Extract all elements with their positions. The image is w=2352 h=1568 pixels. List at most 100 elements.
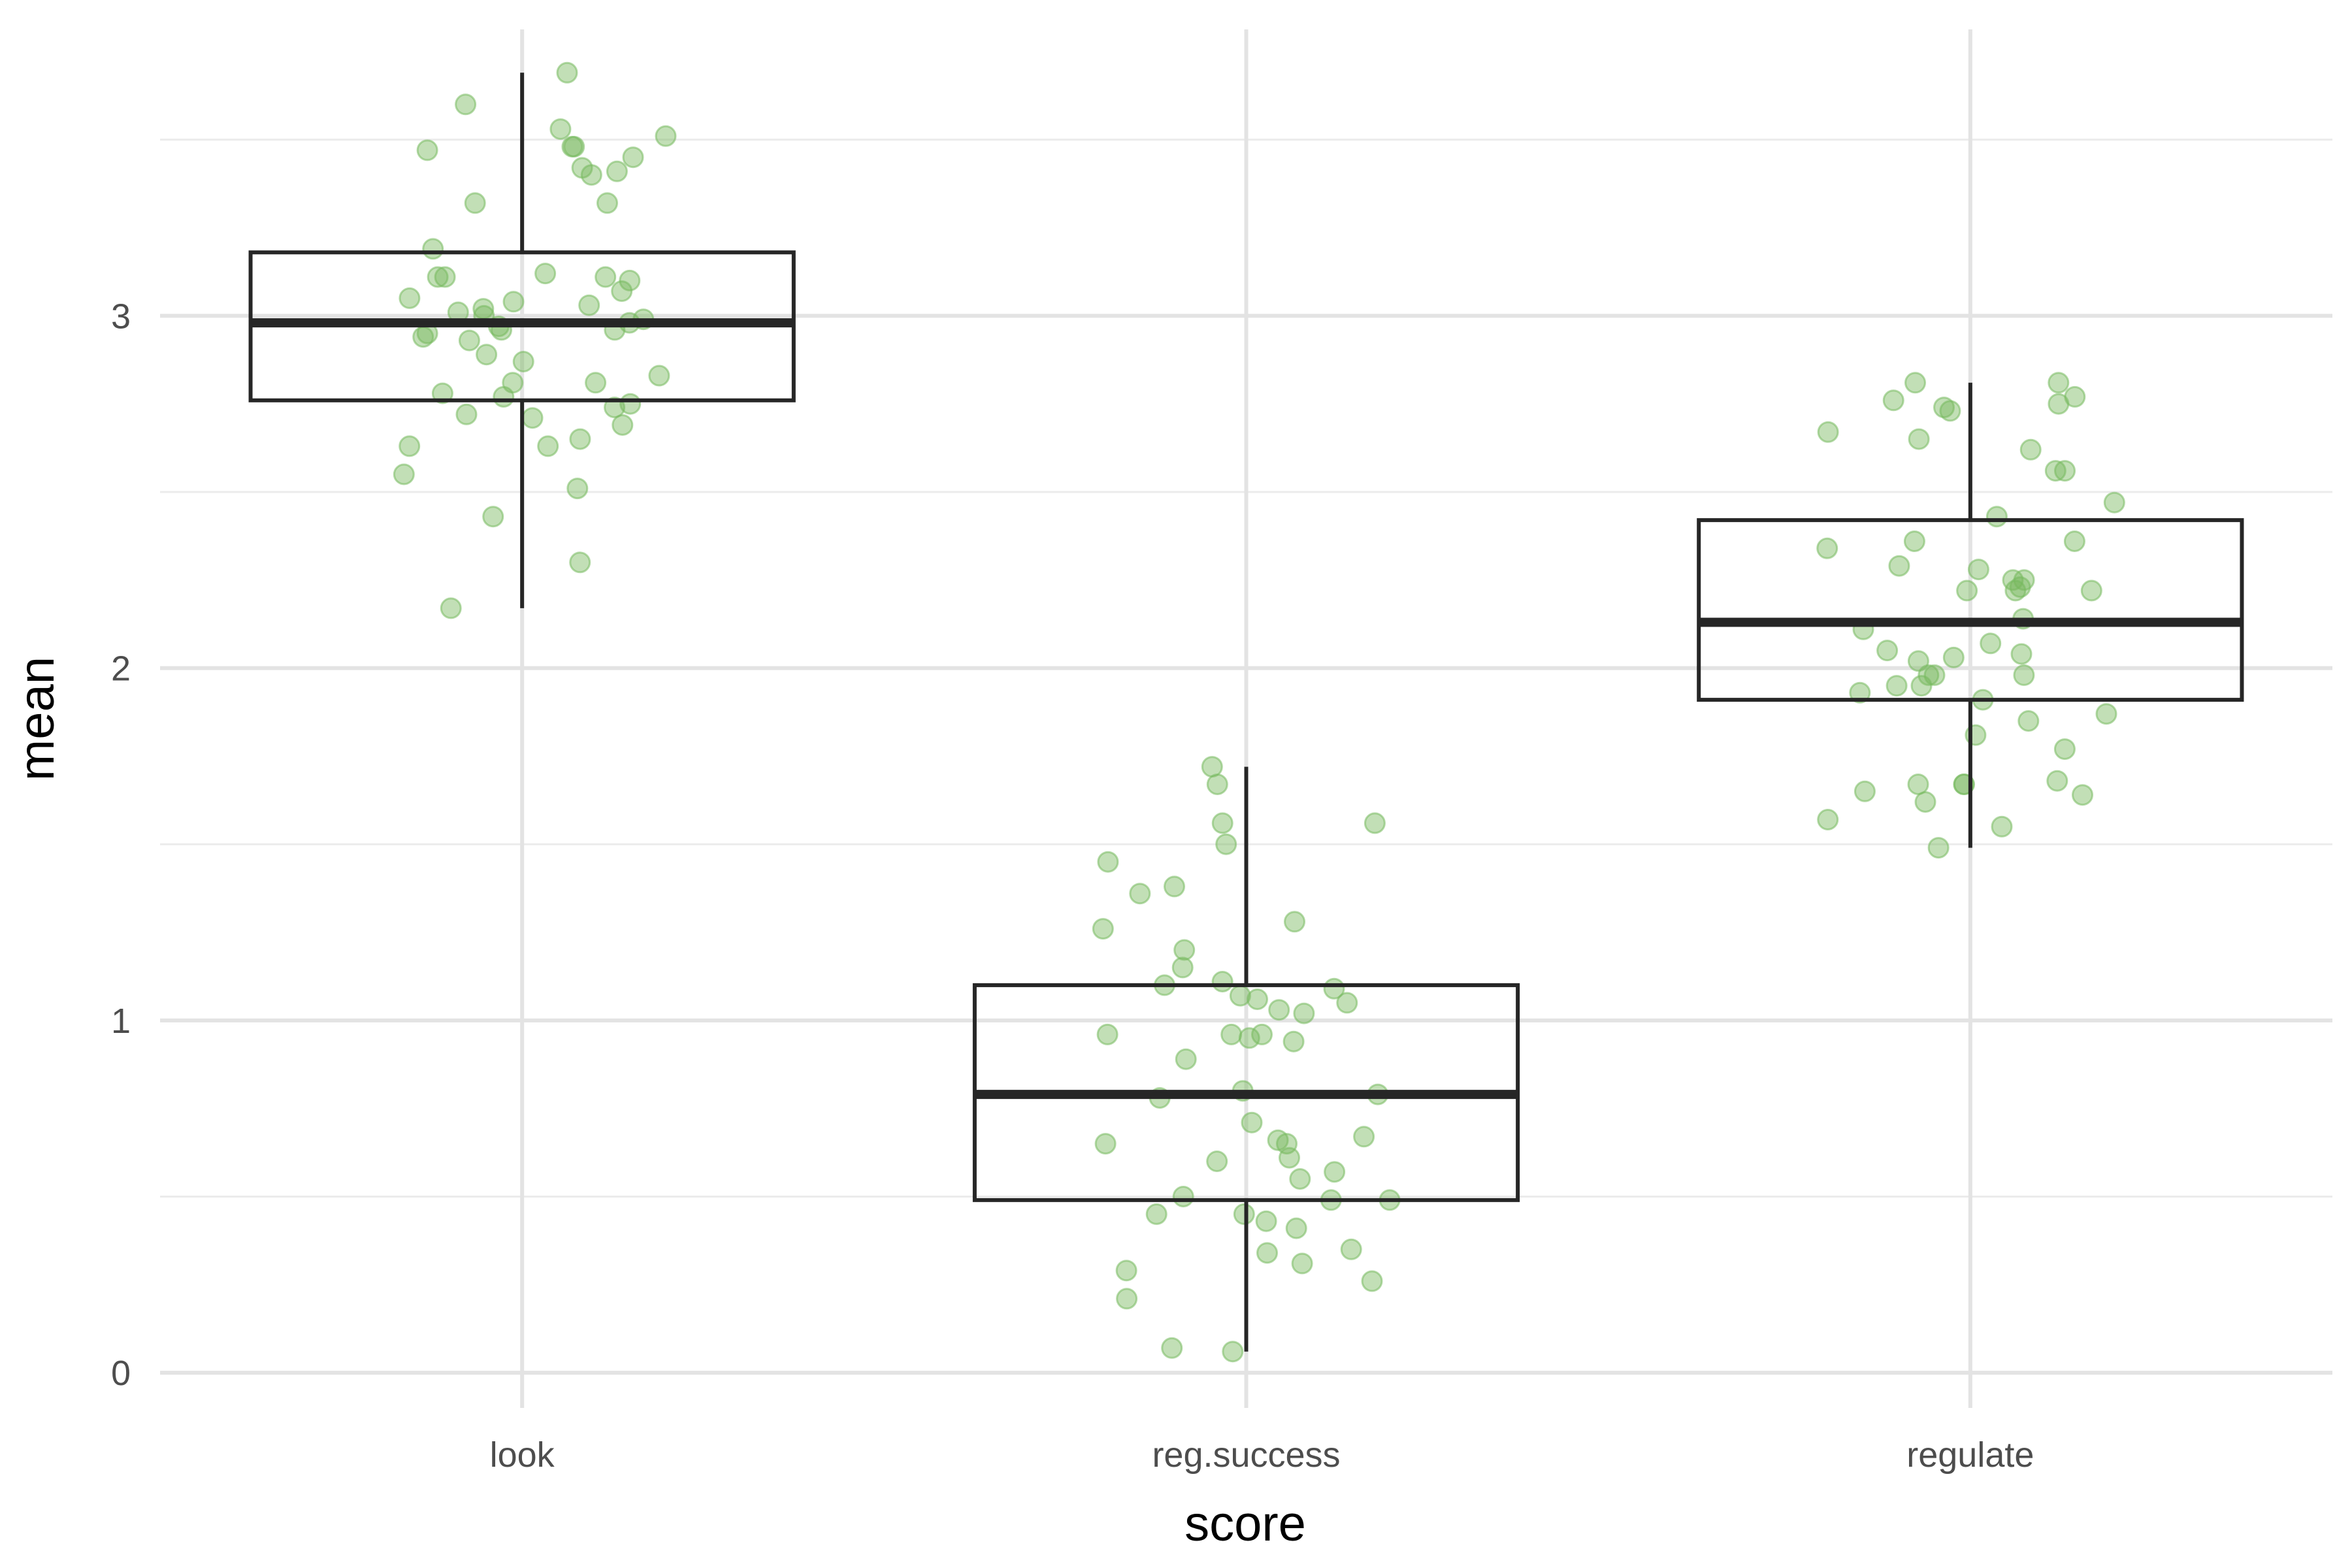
- data-point: [1222, 1341, 1244, 1363]
- data-point: [1340, 1238, 1362, 1260]
- data-point: [458, 329, 480, 351]
- data-point: [1816, 537, 1838, 559]
- data-point: [1956, 580, 1978, 602]
- data-point: [1336, 992, 1358, 1014]
- data-point: [455, 93, 477, 116]
- data-point: [1255, 1210, 1277, 1232]
- data-point: [1206, 1151, 1228, 1172]
- data-point: [534, 263, 557, 285]
- data-point: [1247, 988, 1268, 1010]
- x-axis-title: score: [1184, 1496, 1306, 1552]
- data-point: [1206, 774, 1228, 795]
- data-point: [2019, 438, 2042, 461]
- data-point: [2103, 491, 2125, 514]
- data-point: [2013, 664, 2035, 686]
- data-point: [1279, 1147, 1300, 1169]
- data-point: [1817, 421, 1839, 443]
- data-point: [1175, 1048, 1197, 1070]
- box-body: [1697, 518, 2244, 702]
- data-point: [1220, 1023, 1243, 1045]
- data-point: [1980, 632, 2002, 655]
- data-point: [622, 146, 644, 169]
- data-point: [1268, 999, 1290, 1021]
- data-point: [476, 344, 498, 366]
- data-point: [1908, 428, 1930, 450]
- data-point: [1241, 1111, 1263, 1134]
- data-point: [1284, 911, 1305, 933]
- data-point: [1233, 1203, 1255, 1225]
- data-point: [440, 597, 462, 619]
- data-point: [580, 164, 602, 186]
- data-point: [1364, 812, 1386, 834]
- data-point: [611, 280, 633, 302]
- box-regulate: [1697, 382, 2244, 848]
- data-point: [502, 291, 525, 313]
- data-point: [1094, 1133, 1117, 1155]
- data-point: [556, 61, 578, 84]
- data-point: [1293, 1002, 1315, 1024]
- data-point: [2080, 580, 2102, 602]
- data-point: [1238, 1027, 1260, 1049]
- box-layer: [248, 73, 2244, 1352]
- box-look: [248, 73, 796, 608]
- data-point: [2044, 460, 2066, 482]
- data-point: [1886, 675, 1908, 697]
- data-point: [455, 403, 478, 425]
- data-point: [648, 365, 670, 387]
- data-point: [612, 414, 634, 436]
- data-point: [2048, 393, 2070, 415]
- data-point: [1092, 918, 1114, 940]
- data-point: [1173, 939, 1196, 961]
- data-point: [1289, 1168, 1311, 1190]
- data-point: [399, 435, 421, 457]
- data-point: [1171, 956, 1194, 979]
- data-point: [2048, 372, 2070, 394]
- data-point: [2004, 580, 2027, 602]
- data-point: [604, 397, 626, 419]
- data-point: [595, 266, 617, 288]
- data-point: [585, 372, 607, 394]
- data-point: [2017, 710, 2040, 732]
- data-point: [1251, 1023, 1273, 1045]
- data-point: [1903, 531, 1925, 552]
- data-point: [1904, 372, 1926, 394]
- data-point: [1914, 791, 1936, 813]
- data-point: [1211, 971, 1233, 992]
- data-point: [399, 287, 421, 309]
- data-point: [1361, 1270, 1383, 1292]
- y-axis-title: mean: [9, 657, 65, 781]
- data-point: [1215, 833, 1237, 855]
- data-point: [1353, 1126, 1375, 1148]
- y-tick-label: 1: [111, 1002, 131, 1041]
- data-point: [1907, 774, 1929, 795]
- data-point: [1939, 400, 1961, 422]
- y-tick-label: 3: [111, 297, 131, 336]
- data-point: [1282, 1030, 1305, 1053]
- data-point: [1097, 851, 1119, 873]
- data-point: [606, 160, 628, 182]
- data-point: [1115, 1260, 1137, 1282]
- data-point: [493, 385, 515, 408]
- data-point: [1991, 815, 2013, 838]
- data-point: [1854, 780, 1876, 802]
- data-point: [1256, 1242, 1278, 1264]
- data-point: [1201, 756, 1223, 778]
- data-point: [1849, 681, 1871, 704]
- data-point: [416, 139, 438, 161]
- data-point: [569, 428, 591, 450]
- data-point: [1116, 1288, 1138, 1310]
- x-tick-label: regulate: [1906, 1435, 2034, 1475]
- data-point: [1129, 883, 1151, 905]
- y-tick-label: 0: [111, 1354, 131, 1393]
- data-point: [482, 506, 504, 528]
- data-point: [1817, 809, 1839, 830]
- data-point: [1285, 1217, 1307, 1239]
- data-point: [549, 118, 572, 140]
- data-point: [1164, 875, 1185, 898]
- data-point: [578, 294, 600, 316]
- data-point: [2046, 770, 2068, 792]
- data-point: [1927, 837, 1950, 859]
- data-point: [393, 463, 415, 485]
